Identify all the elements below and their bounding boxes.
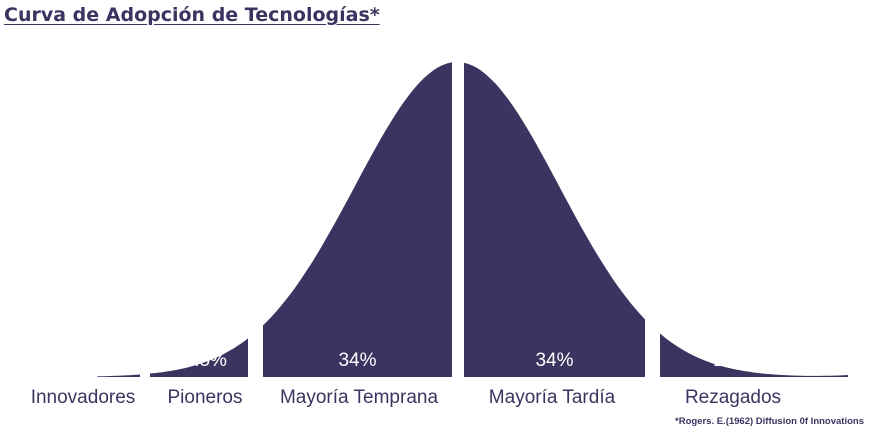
curve-segment-mayoria-temprana — [263, 62, 452, 378]
chart-title: Curva de Adopción de Tecnologías* — [4, 4, 380, 26]
category-label-rezagados: Rezagados — [685, 387, 781, 408]
category-label-mayoria-temprana: Mayoría Temprana — [280, 387, 438, 408]
curve-segment-rezagados — [660, 333, 848, 377]
category-label-mayoria-tardia: Mayoría Tardía — [489, 387, 616, 408]
value-label-innovadores: 2.5% — [105, 354, 135, 369]
source-footnote: *Rogers. E.(1962) Diffusion 0f Innovatio… — [675, 416, 864, 427]
category-label-pioneros: Pioneros — [168, 387, 243, 408]
value-label-pioneros: 13.5% — [173, 350, 227, 371]
value-label-mayoria-temprana: 34% — [338, 350, 376, 371]
value-label-mayoria-tardia: 34% — [535, 350, 573, 371]
curve-segment-mayoria-tardia — [464, 62, 645, 377]
curve-segment-innovadores — [97, 374, 140, 377]
value-label-rezagados: 16% — [713, 350, 751, 371]
category-label-innovadores: Innovadores — [31, 387, 136, 408]
curve-segment-pioneros — [150, 338, 248, 377]
